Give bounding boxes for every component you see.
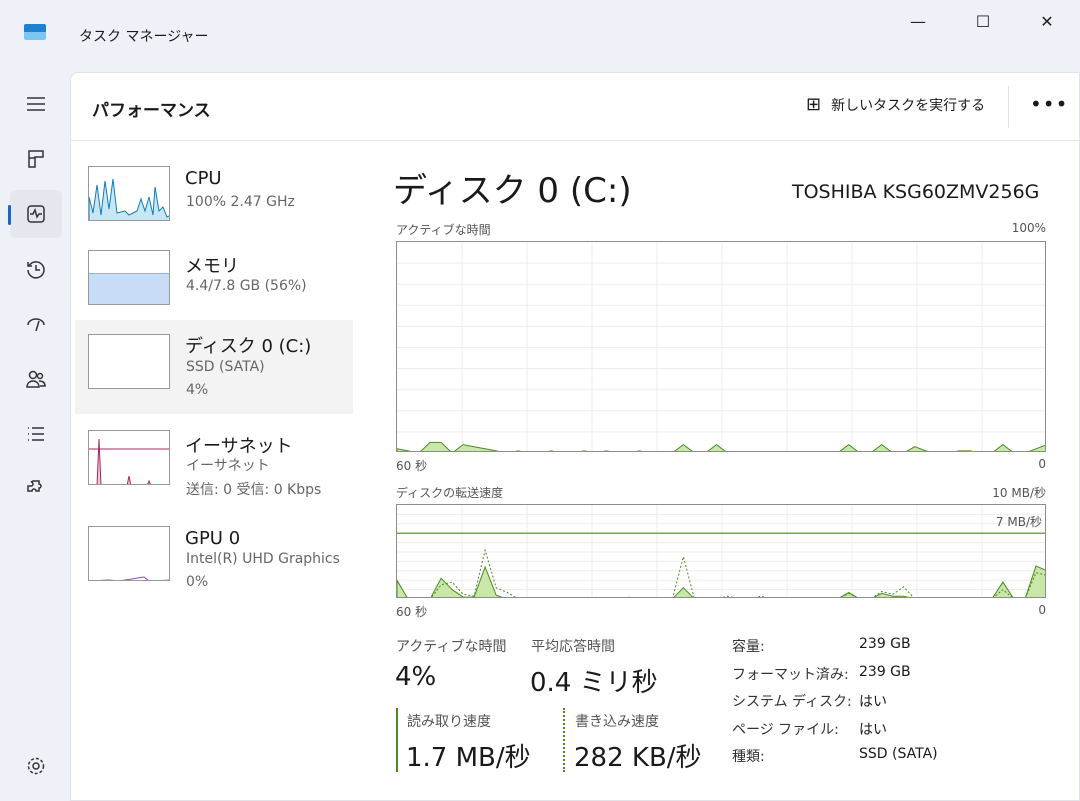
- window-title: タスク マネージャー: [79, 29, 209, 45]
- maximize-button[interactable]: ☐: [975, 12, 991, 31]
- read-series: [397, 565, 1045, 597]
- more-button[interactable]: •••: [1030, 92, 1069, 116]
- property-value: 239 GB: [859, 663, 911, 680]
- gpu-thumbnail: [88, 526, 170, 581]
- property-value: はい: [859, 721, 887, 738]
- property-label: ページ ファイル:: [732, 721, 839, 738]
- new-task-icon: ⊞: [806, 94, 822, 115]
- resource-ethernet[interactable]: イーサネット イーサネット 送信: 0 受信: 0 Kbps: [75, 420, 353, 514]
- read-speed-value: 1.7 MB/秒: [406, 743, 531, 773]
- resource-detail: SSD (SATA): [186, 359, 265, 375]
- active-time-series: [397, 441, 1045, 451]
- resource-gpu[interactable]: GPU 0 Intel(R) UHD Graphics 0%: [75, 516, 353, 610]
- write-speed-value: 282 KB/秒: [574, 743, 702, 773]
- property-value: SSD (SATA): [859, 746, 938, 762]
- chart1-xleft: 60 秒: [396, 459, 428, 473]
- chart2-xright: 0: [1038, 603, 1046, 617]
- write-speed-label: 書き込み速度: [575, 714, 659, 730]
- active-time-value: 4%: [395, 662, 437, 692]
- disk-model: TOSHIBA KSG60ZMV256G: [792, 181, 1040, 203]
- chart1-label: アクティブな時間: [396, 223, 491, 237]
- property-label: システム ディスク:: [732, 694, 852, 710]
- read-indicator: [396, 708, 398, 772]
- property-value: 239 GB: [859, 636, 911, 652]
- details-icon[interactable]: [10, 410, 62, 458]
- resource-disk[interactable]: ディスク 0 (C:) SSD (SATA) 4%: [75, 320, 353, 414]
- active-time-label: アクティブな時間: [396, 639, 507, 655]
- response-time-value: 0.4 ミリ秒: [530, 668, 658, 698]
- active-time-chart: [396, 241, 1046, 452]
- resource-usage: 0%: [186, 574, 209, 590]
- resource-usage: 送信: 0 受信: 0 Kbps: [186, 482, 322, 498]
- history-icon[interactable]: [10, 245, 62, 293]
- property-label: 種類:: [732, 749, 765, 765]
- menu-icon[interactable]: [10, 80, 62, 128]
- chart1-max: 100%: [1011, 221, 1046, 235]
- resource-detail: Intel(R) UHD Graphics: [186, 551, 340, 567]
- new-task-button[interactable]: ⊞ 新しいタスクを実行する: [806, 94, 985, 115]
- users-icon[interactable]: [10, 355, 62, 403]
- property-label: フォーマット済み:: [732, 666, 849, 683]
- chart2-xleft: 60 秒: [396, 605, 428, 619]
- selected-indicator: [8, 205, 11, 225]
- disk-thumbnail: [88, 334, 170, 389]
- response-time-label: 平均応答時間: [531, 639, 615, 655]
- app-logo-icon: [24, 24, 46, 40]
- startup-icon[interactable]: [10, 300, 62, 348]
- resource-memory[interactable]: メモリ 4.4/7.8 GB (56%): [75, 240, 353, 334]
- close-button[interactable]: ✕: [1040, 12, 1054, 31]
- minimize-button[interactable]: —: [910, 12, 926, 31]
- resource-cpu[interactable]: CPU 100% 2.47 GHz: [75, 156, 353, 250]
- header-rule: [70, 140, 1080, 141]
- transfer-rate-chart: [396, 504, 1046, 598]
- resource-detail: 100% 2.47 GHz: [186, 194, 295, 210]
- page-title: パフォーマンス: [92, 101, 211, 121]
- resource-name: メモリ: [185, 256, 239, 277]
- chart2-label: ディスクの転送速度: [396, 486, 504, 500]
- resource-name: GPU 0: [185, 528, 241, 549]
- resource-name: イーサネット: [185, 436, 293, 457]
- disk-title: ディスク 0 (C:): [393, 171, 632, 211]
- cpu-thumbnail: [88, 166, 170, 221]
- resource-usage: 4%: [186, 382, 209, 398]
- property-label: 容量:: [732, 639, 765, 655]
- resource-detail: イーサネット: [186, 458, 270, 474]
- write-indicator: [563, 708, 565, 772]
- ethernet-thumbnail: [88, 430, 170, 485]
- chart2-max: 10 MB/秒: [992, 486, 1046, 500]
- resource-name: ディスク 0 (C:): [185, 336, 312, 357]
- header-divider: [1008, 86, 1009, 128]
- processes-icon[interactable]: [10, 135, 62, 183]
- settings-icon[interactable]: [10, 742, 62, 790]
- chart2-line-label: 7 MB/秒: [995, 515, 1042, 529]
- performance-icon[interactable]: [10, 190, 62, 238]
- property-value: はい: [859, 694, 887, 710]
- read-speed-label: 読み取り速度: [407, 714, 491, 730]
- chart1-xright: 0: [1038, 457, 1046, 471]
- services-icon[interactable]: [10, 465, 62, 513]
- memory-thumbnail: [88, 250, 170, 305]
- resource-name: CPU: [185, 168, 222, 189]
- new-task-label: 新しいタスクを実行する: [831, 97, 986, 114]
- resource-detail: 4.4/7.8 GB (56%): [186, 278, 307, 294]
